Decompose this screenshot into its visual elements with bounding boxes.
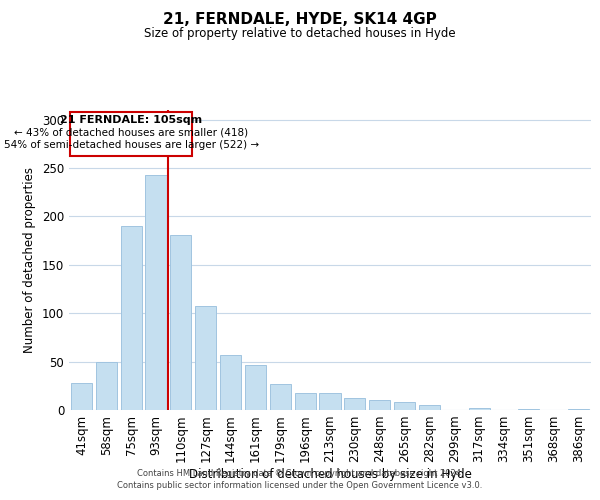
Y-axis label: Number of detached properties: Number of detached properties xyxy=(23,167,37,353)
Bar xyxy=(195,306,216,410)
Text: 21, FERNDALE, HYDE, SK14 4GP: 21, FERNDALE, HYDE, SK14 4GP xyxy=(163,12,437,28)
Bar xyxy=(344,398,365,410)
FancyBboxPatch shape xyxy=(70,112,192,156)
Bar xyxy=(369,400,390,410)
Bar xyxy=(419,405,440,410)
Text: Size of property relative to detached houses in Hyde: Size of property relative to detached ho… xyxy=(144,28,456,40)
Bar xyxy=(469,408,490,410)
Text: ← 43% of detached houses are smaller (418): ← 43% of detached houses are smaller (41… xyxy=(14,128,248,138)
Bar xyxy=(394,402,415,410)
Bar xyxy=(245,366,266,410)
Bar xyxy=(96,362,117,410)
X-axis label: Distribution of detached houses by size in Hyde: Distribution of detached houses by size … xyxy=(188,468,472,481)
Bar xyxy=(270,384,291,410)
Bar xyxy=(295,392,316,410)
Bar xyxy=(170,235,191,410)
Text: Contains HM Land Registry data © Crown copyright and database right 2024.
Contai: Contains HM Land Registry data © Crown c… xyxy=(118,468,482,490)
Text: 54% of semi-detached houses are larger (522) →: 54% of semi-detached houses are larger (… xyxy=(4,140,259,150)
Bar xyxy=(220,355,241,410)
Bar xyxy=(71,383,92,410)
Bar xyxy=(145,175,167,410)
Bar xyxy=(518,409,539,410)
Text: 21 FERNDALE: 105sqm: 21 FERNDALE: 105sqm xyxy=(60,115,202,125)
Bar xyxy=(319,392,341,410)
Bar xyxy=(568,409,589,410)
Bar xyxy=(121,226,142,410)
